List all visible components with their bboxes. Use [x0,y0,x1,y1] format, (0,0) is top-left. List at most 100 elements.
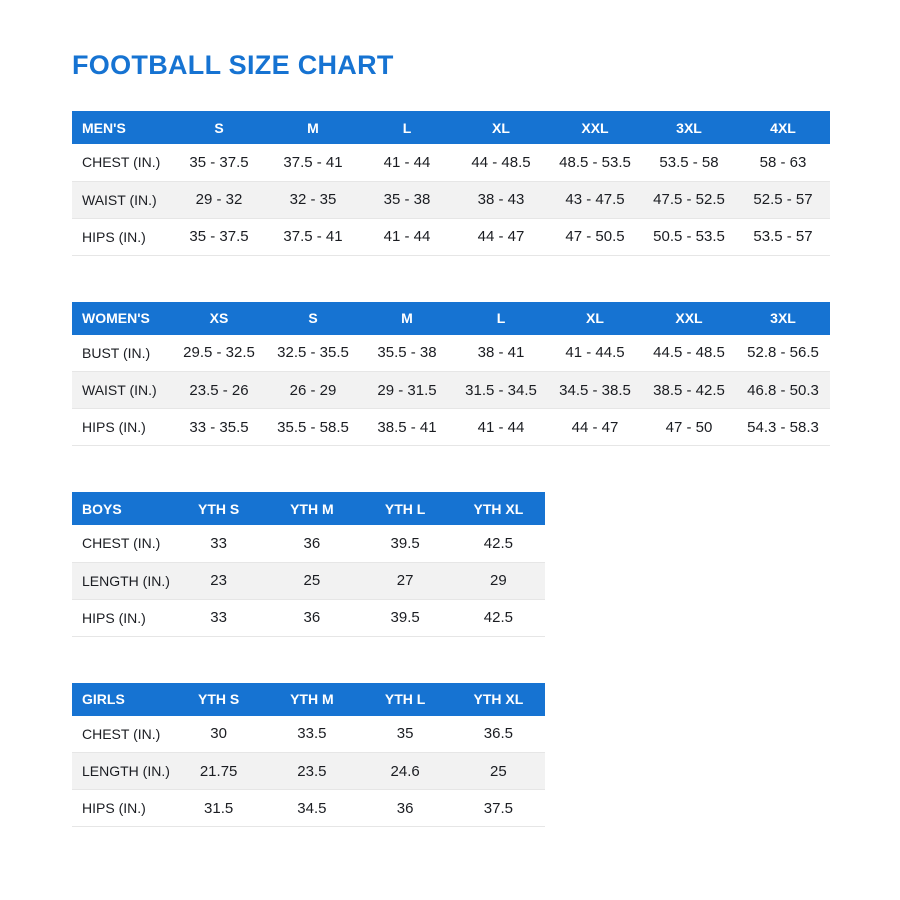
measurement-label: CHEST (IN.) [82,154,161,171]
size-column-header: YTH XL [451,682,545,716]
measurement-value: 33.5 [297,725,327,743]
measurement-value: 34.5 [297,799,327,817]
table-title-cell: WOMEN'S [72,301,172,335]
measurement-value: 36 [396,799,414,817]
measurement-value: 29 - 32 [195,191,243,208]
measurement-value: 29 [490,572,507,589]
measurement-value: 33 [210,534,227,552]
measurement-value: 35 - 37.5 [189,153,249,171]
measurement-value: 30 [210,725,227,743]
measurement-value: 42.5 [483,609,513,626]
measurement-label: LENGTH (IN.) [82,572,170,589]
measurement-value: 54.3 - 58.3 [747,418,819,436]
measurement-value: 53.5 - 57 [753,228,813,245]
measurement-row: CHEST (IN.) 30 33.5 35 36.5 [72,715,545,753]
measurement-value: 44.5 - 48.5 [653,344,725,362]
size-column-header: L [454,301,548,335]
size-column-header: 3XL [736,301,830,335]
size-column-header: XXL [642,301,736,335]
measurement-row: CHEST (IN.) 33 36 39.5 42.5 [72,525,545,562]
measurement-value: 41 - 44 [383,153,431,171]
measurement-value: 52.8 - 56.5 [747,344,819,362]
womens-size-table: WOMEN'S XS S M L XL XXL 3XL BUST (IN.) 29.5 - 32.… [72,301,830,447]
measurement-value: 38 - 43 [477,191,525,208]
size-column-header: YTH L [358,492,452,525]
measurement-value: 25 [490,762,507,780]
measurement-value: 38.5 - 42.5 [653,381,725,399]
size-column-header: XS [172,301,266,335]
measurement-value: 35 - 38 [383,191,431,208]
measurement-value: 46.8 - 50.3 [747,381,819,399]
measurement-row: LENGTH (IN.) 21.75 23.5 24.6 25 [72,752,545,790]
measurement-row: WAIST (IN.) 29 - 32 32 - 35 35 - 38 38 - 43 4… [72,181,830,218]
measurement-value: 38 - 41 [477,344,525,362]
measurement-value: 37.5 - 41 [283,228,343,245]
boys-size-table: BOYS YTH S YTH M YTH L YTH XL CHEST (IN.) 33 36… [72,492,545,637]
measurement-value: 32.5 - 35.5 [277,344,349,362]
measurement-label: WAIST (IN.) [82,191,157,208]
size-column-header: XL [548,301,642,335]
measurement-value: 37.5 [483,799,513,817]
measurement-value: 36 [303,534,321,552]
measurement-value: 42.5 [483,534,513,552]
measurement-label: HIPS (IN.) [82,609,146,626]
measurement-value: 35 [396,725,414,743]
measurement-value: 39.5 [390,609,420,626]
measurement-value: 27 [396,572,414,589]
measurement-value: 58 - 63 [759,153,807,171]
size-column-header: L [360,111,454,144]
measurement-value: 47 - 50 [665,418,713,436]
measurement-value: 23 [210,572,227,589]
table-header-row: WOMEN'S XS S M L XL XXL 3XL [72,301,830,335]
measurement-value: 32 - 35 [289,191,337,208]
page-title: FOOTBALL SIZE CHART [72,50,394,80]
size-column-header: M [360,301,454,335]
measurement-label: CHEST (IN.) [82,535,161,552]
measurement-row: HIPS (IN.) 33 - 35.5 35.5 - 58.5 38.5 - 41 4… [72,408,830,446]
measurement-value: 36.5 [483,725,513,743]
measurement-label: HIPS (IN.) [82,800,146,816]
measurement-value: 44 - 48.5 [471,153,531,171]
mens-size-table: MEN'S S M L XL XXL 3XL 4XL CHEST (IN.) 35 - 37.5 3… [72,111,830,256]
size-column-header: XXL [548,111,642,144]
measurement-value: 31.5 [204,799,234,817]
size-column-header: YTH L [358,682,452,716]
measurement-value: 24.6 [390,762,420,780]
measurement-value: 26 - 29 [289,381,337,399]
measurement-value: 35.5 - 58.5 [277,418,349,436]
measurement-value: 53.5 - 58 [659,153,719,171]
size-column-header: YTH S [172,682,266,716]
measurement-value: 43 - 47.5 [565,191,625,208]
table-title-cell: GIRLS [72,682,172,716]
measurement-value: 47.5 - 52.5 [653,191,725,208]
measurement-value: 36 [303,609,321,626]
table-header-row: BOYS YTH S YTH M YTH L YTH XL [72,492,545,525]
measurement-row: WAIST (IN.) 23.5 - 26 26 - 29 29 - 31.5 31.5… [72,371,830,409]
measurement-value: 41 - 44.5 [565,344,625,362]
size-column-header: M [266,111,360,144]
table-title-cell: BOYS [72,492,172,525]
measurement-value: 25 [303,572,321,589]
measurement-row: CHEST (IN.) 35 - 37.5 37.5 - 41 41 - 44 44 -… [72,144,830,181]
measurement-value: 29 - 31.5 [377,381,437,399]
size-column-header: YTH XL [451,492,545,525]
table-header-row: MEN'S S M L XL XXL 3XL 4XL [72,111,830,144]
size-column-header: YTH M [265,492,359,525]
measurement-value: 41 - 44 [383,228,431,245]
size-column-header: YTH S [172,492,266,525]
measurement-value: 31.5 - 34.5 [465,381,537,399]
measurement-label: HIPS (IN.) [82,419,146,435]
measurement-label: HIPS (IN.) [82,228,146,245]
measurement-row: HIPS (IN.) 35 - 37.5 37.5 - 41 41 - 44 44 - … [72,218,830,255]
measurement-value: 47 - 50.5 [565,228,625,245]
measurement-value: 33 - 35.5 [189,418,249,436]
measurement-value: 34.5 - 38.5 [559,381,631,399]
measurement-label: CHEST (IN.) [82,725,161,742]
measurement-value: 38.5 - 41 [377,418,437,436]
measurement-value: 48.5 - 53.5 [559,153,631,171]
measurement-value: 33 [210,609,227,626]
measurement-row: LENGTH (IN.) 23 25 27 29 [72,562,545,599]
measurement-value: 21.75 [199,762,238,780]
measurement-value: 41 - 44 [477,418,525,436]
